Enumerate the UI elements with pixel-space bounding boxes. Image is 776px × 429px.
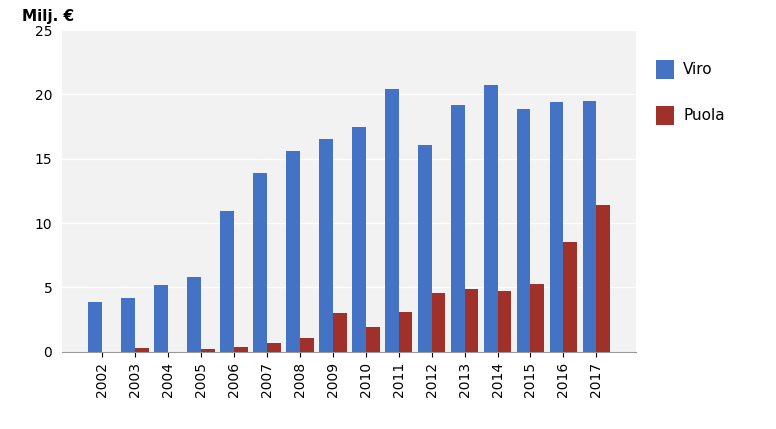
Bar (365, 327, 379, 352)
Bar (88, 302, 102, 352)
Bar (286, 151, 300, 352)
Bar (399, 312, 413, 352)
Bar (220, 211, 234, 352)
Bar (352, 127, 365, 352)
Bar (417, 145, 431, 352)
Bar (253, 173, 267, 352)
Bar (563, 242, 577, 352)
Bar (583, 101, 597, 352)
Bar (385, 89, 399, 352)
Bar (465, 289, 478, 352)
Bar (497, 291, 511, 352)
Legend: Viro, Puola: Viro, Puola (650, 54, 731, 131)
Bar (483, 85, 497, 352)
Bar (431, 293, 445, 352)
Bar (154, 285, 168, 352)
Bar (333, 313, 347, 352)
Bar (267, 343, 281, 352)
Bar (319, 139, 333, 352)
Bar (300, 338, 314, 352)
Bar (531, 284, 544, 352)
Bar (121, 298, 135, 352)
Bar (234, 347, 248, 352)
Bar (135, 348, 149, 352)
Bar (451, 105, 465, 352)
Bar (517, 109, 531, 352)
Bar (549, 102, 563, 352)
Bar (201, 349, 215, 352)
Bar (597, 205, 610, 352)
Bar (187, 277, 201, 352)
Text: Milj. €: Milj. € (22, 9, 74, 24)
